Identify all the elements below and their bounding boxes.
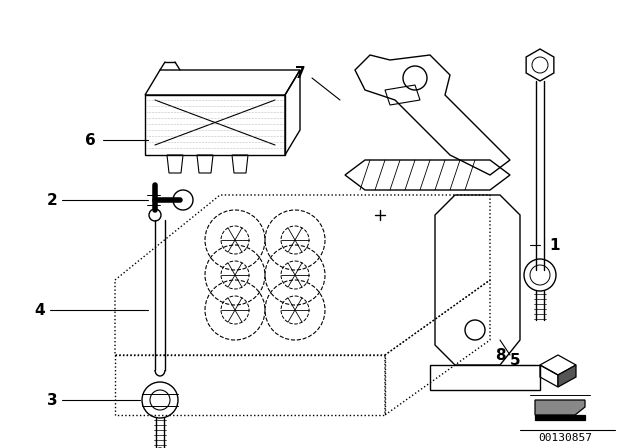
Text: 2: 2 (47, 193, 58, 207)
Polygon shape (535, 400, 585, 415)
Text: 00130857: 00130857 (538, 433, 592, 443)
Polygon shape (535, 415, 585, 420)
Text: 6: 6 (84, 133, 95, 147)
Text: 3: 3 (47, 392, 58, 408)
Text: 4: 4 (35, 302, 45, 318)
Polygon shape (558, 365, 576, 387)
Text: 8: 8 (495, 348, 506, 362)
Text: 1: 1 (550, 237, 560, 253)
Text: 7: 7 (294, 65, 305, 81)
Text: 5: 5 (509, 353, 520, 367)
